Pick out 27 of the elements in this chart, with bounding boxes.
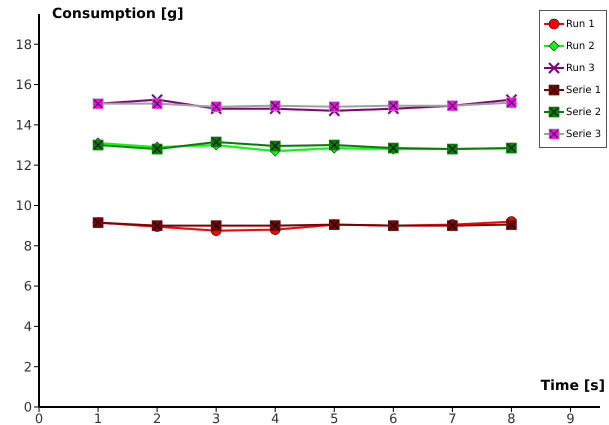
legend-label: Run 1 [566, 18, 595, 30]
x-tick-label: 6 [389, 412, 398, 425]
x-tick-label: 4 [271, 412, 280, 425]
y-tick-label: 12 [15, 158, 32, 174]
y-tick-label: 4 [24, 320, 32, 335]
x-tick-label: 8 [507, 412, 516, 425]
x-tick-label: 7 [448, 412, 457, 425]
y-tick-label: 14 [15, 118, 32, 134]
x-tick-label: 1 [94, 412, 102, 425]
x-tick-label: 9 [566, 412, 575, 425]
x-tick-label: 3 [212, 412, 220, 425]
legend-label: Run 3 [566, 62, 595, 74]
legend-label: Serie 3 [566, 128, 602, 140]
y-tick-label: 18 [15, 38, 32, 53]
legend-label: Serie 2 [566, 106, 602, 118]
y-tick-label: 10 [15, 199, 32, 214]
x-axis-title: Time [s] [540, 378, 605, 394]
legend-label: Run 2 [566, 40, 595, 52]
y-tick-label: 8 [24, 239, 32, 254]
y-tick-label: 16 [15, 78, 32, 94]
x-tick-label: 5 [330, 412, 338, 425]
legend-label: Serie 1 [566, 84, 602, 96]
y-axis-title: Consumption [g] [52, 6, 184, 22]
x-tick-label: 0 [34, 412, 44, 425]
y-tick-label: 2 [24, 360, 32, 376]
x-tick-label: 2 [152, 412, 162, 425]
y-tick-label: 6 [24, 280, 32, 295]
